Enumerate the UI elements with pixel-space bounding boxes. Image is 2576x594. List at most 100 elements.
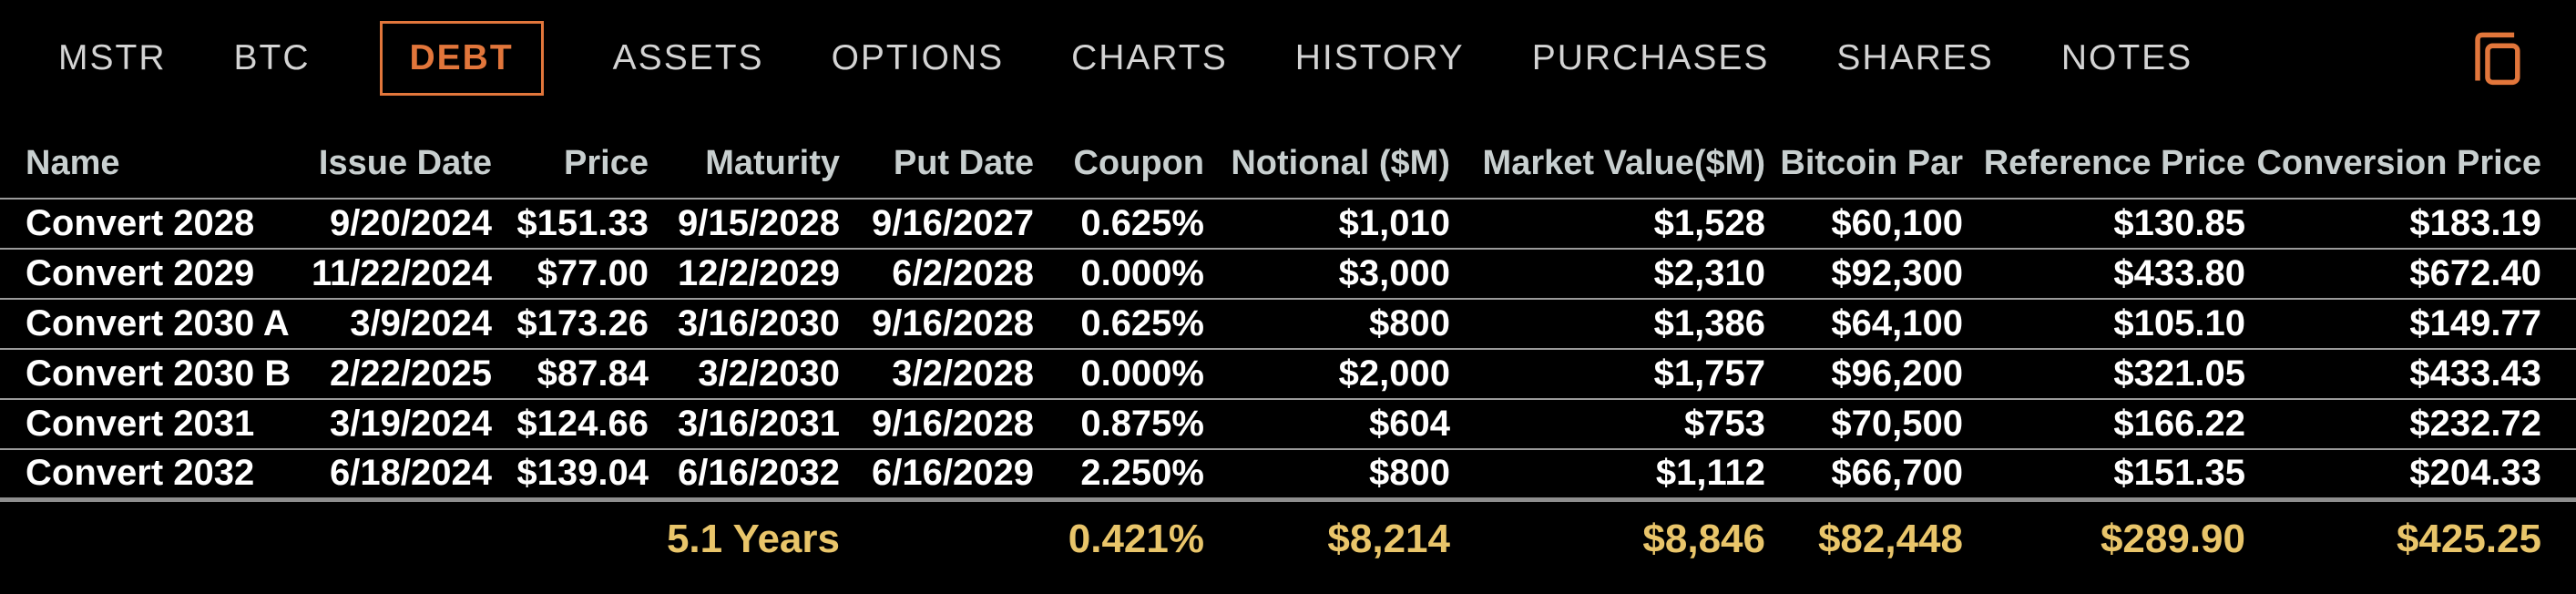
tab-notes[interactable]: NOTES (2060, 38, 2193, 77)
tab-shares[interactable]: SHARES (1836, 38, 1994, 77)
cell-reference-price: $105.10 (1963, 298, 2245, 349)
tab-history[interactable]: HISTORY (1294, 38, 1465, 77)
col-header-market-value: Market Value($M) (1450, 142, 1765, 200)
tab-options[interactable]: OPTIONS (831, 38, 1005, 77)
table-body: Convert 2028 9/20/2024 $151.33 9/15/2028… (0, 199, 2576, 499)
cell-put-date: 9/16/2027 (872, 203, 1034, 243)
cell-notional: $800 (1204, 298, 1450, 349)
cell-issue-date: 3/9/2024 (299, 298, 492, 349)
totals-name (0, 497, 299, 590)
cell-notional: $1,010 (1338, 203, 1450, 243)
table-row: Convert 2029 11/22/2024 $77.00 12/2/2029… (0, 248, 2576, 299)
cell-coupon: 0.625% (1080, 203, 1204, 243)
table-totals: 5.1 Years 0.421% $8,214 $8,846 $82,448 $… (0, 497, 2576, 590)
cell-coupon: 0.875% (1034, 398, 1204, 449)
cell-bitcoin-par: $66,700 (1765, 448, 1963, 499)
cell-name: Convert 2030 B (0, 348, 299, 399)
cell-maturity: 3/2/2030 (649, 348, 840, 399)
cell-conversion-price: $183.19 (2409, 203, 2541, 243)
cell-reference-price: $166.22 (1963, 398, 2245, 449)
cell-notional: $3,000 (1204, 248, 1450, 299)
totals-conversion-price: $425.25 (2245, 497, 2576, 590)
totals-put-date (840, 497, 1034, 590)
cell-issue-date: 9/20/2024 (330, 203, 492, 243)
cell-issue-date: 3/19/2024 (299, 398, 492, 449)
cell-notional: $604 (1204, 398, 1450, 449)
cell-bitcoin-par: $96,200 (1765, 348, 1963, 399)
cell-market-value: $2,310 (1450, 248, 1765, 299)
totals-reference-price: $289.90 (1963, 497, 2245, 590)
totals-maturity: 5.1 Years (649, 497, 840, 590)
table-header: Name Issue Date Price Maturity Put Date … (0, 142, 2576, 200)
col-header-conversion-price: Conversion Price (2245, 142, 2576, 200)
cell-conversion-price: $433.43 (2245, 348, 2576, 399)
cell-maturity: 3/16/2031 (649, 398, 840, 449)
cell-coupon: 0.625% (1034, 298, 1204, 349)
cell-name: Convert 2032 (0, 448, 299, 499)
col-header-reference-price: Reference Price (1963, 142, 2245, 200)
cell-conversion-price: $204.33 (2245, 448, 2576, 499)
cell-reference-price: $433.80 (1963, 248, 2245, 299)
cell-put-date: 6/2/2028 (840, 248, 1034, 299)
col-header-notional: Notional ($M) (1204, 142, 1450, 200)
cell-market-value: $753 (1450, 398, 1765, 449)
cell-market-value: $1,528 (1653, 203, 1765, 243)
debt-table: Name Issue Date Price Maturity Put Date … (0, 142, 2576, 590)
copy-icon (2469, 26, 2525, 91)
cell-price: $124.66 (492, 398, 649, 449)
cell-reference-price: $321.05 (1963, 348, 2245, 399)
tab-mstr[interactable]: MSTR (58, 38, 167, 77)
tab-btc[interactable]: BTC (233, 38, 311, 77)
cell-price: $151.33 (516, 203, 649, 243)
table-row: Convert 2028 9/20/2024 $151.33 9/15/2028… (0, 199, 2576, 249)
col-header-price: Price (492, 142, 649, 200)
cell-maturity: 9/15/2028 (678, 203, 840, 243)
cell-market-value: $1,757 (1450, 348, 1765, 399)
col-header-issue-date: Issue Date (299, 142, 492, 200)
cell-reference-price: $151.35 (1963, 448, 2245, 499)
totals-notional: $8,214 (1204, 497, 1450, 590)
tab-debt[interactable]: DEBT (379, 21, 544, 96)
cell-issue-date: 11/22/2024 (299, 248, 492, 299)
cell-bitcoin-par: $70,500 (1765, 398, 1963, 449)
cell-coupon: 0.000% (1034, 248, 1204, 299)
cell-bitcoin-par: $64,100 (1765, 298, 1963, 349)
cell-name: Convert 2029 (0, 248, 299, 299)
cell-coupon: 0.000% (1034, 348, 1204, 399)
header-row: Name Issue Date Price Maturity Put Date … (0, 142, 2576, 200)
totals-price (492, 497, 649, 590)
cell-price: $139.04 (492, 448, 649, 499)
cell-put-date: 3/2/2028 (840, 348, 1034, 399)
cell-market-value: $1,112 (1450, 448, 1765, 499)
col-header-put-date: Put Date (840, 142, 1034, 200)
col-header-maturity: Maturity (649, 142, 840, 200)
tab-purchases[interactable]: PURCHASES (1531, 38, 1770, 77)
cell-issue-date: 2/22/2025 (299, 348, 492, 399)
totals-market-value: $8,846 (1450, 497, 1765, 590)
totals-row: 5.1 Years 0.421% $8,214 $8,846 $82,448 $… (0, 497, 2576, 590)
cell-notional: $800 (1204, 448, 1450, 499)
cell-maturity: 12/2/2029 (649, 248, 840, 299)
tab-charts[interactable]: CHARTS (1071, 38, 1228, 77)
cell-maturity: 6/16/2032 (649, 448, 840, 499)
col-header-bitcoin-par: Bitcoin Par (1765, 142, 1963, 200)
cell-conversion-price: $232.72 (2245, 398, 2576, 449)
totals-issue-date (299, 497, 492, 590)
cell-issue-date: 6/18/2024 (299, 448, 492, 499)
tab-assets[interactable]: ASSETS (612, 38, 764, 77)
cell-conversion-price: $149.77 (2245, 298, 2576, 349)
cell-reference-price: $130.85 (2113, 203, 2245, 243)
col-header-coupon: Coupon (1034, 142, 1204, 200)
col-header-name: Name (0, 142, 299, 200)
cell-maturity: 3/16/2030 (649, 298, 840, 349)
tab-bar: MSTR BTC DEBT ASSETS OPTIONS CHARTS HIST… (0, 0, 2576, 117)
cell-conversion-price: $672.40 (2245, 248, 2576, 299)
table-row: Convert 2032 6/18/2024 $139.04 6/16/2032… (0, 448, 2576, 499)
table-row: Convert 2030 B 2/22/2025 $87.84 3/2/2030… (0, 348, 2576, 399)
cell-price: $173.26 (492, 298, 649, 349)
cell-notional: $2,000 (1204, 348, 1450, 399)
copy-button[interactable] (2465, 23, 2529, 94)
cell-market-value: $1,386 (1450, 298, 1765, 349)
cell-name: Convert 2028 (26, 203, 255, 243)
